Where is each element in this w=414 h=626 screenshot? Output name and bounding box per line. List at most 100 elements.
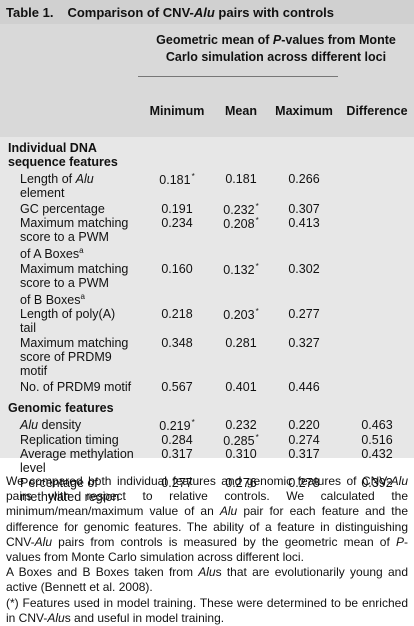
cell-mean-value: 0.132 <box>223 263 255 278</box>
cell-mean-value: 0.203 <box>223 308 255 323</box>
cell-min-value: 0.181 <box>159 173 191 188</box>
row-label-pwm-b-boxes: Maximum matching score to a PWM of B Box… <box>20 262 138 307</box>
cell-mean-value: 0.285 <box>223 434 255 449</box>
table-footer: We compared both individual features and… <box>0 458 414 626</box>
cell-mean: 0.285* <box>209 433 273 448</box>
cell-min-value: 0.219 <box>159 419 191 434</box>
cell-min: 0.160 <box>145 262 209 276</box>
cell-mean-value: 0.232 <box>223 203 255 218</box>
cell-diff: 0.432 <box>345 447 409 461</box>
label-line: level <box>20 461 46 475</box>
section-title-line: Genomic features <box>8 401 114 415</box>
label-line: GC percentage <box>20 202 105 216</box>
cell-min-value: 0.160 <box>161 262 193 276</box>
row-label-replication: Replication timing <box>20 433 138 447</box>
cell-diff: 0.463 <box>345 418 409 432</box>
label-line-text: of A Boxes <box>20 247 80 262</box>
table-body: Individual DNA sequence features Length … <box>0 137 414 504</box>
cell-max: 0.302 <box>272 262 336 276</box>
cell-max-value: 0.277 <box>288 307 320 321</box>
cell-min: 0.348 <box>145 336 209 350</box>
cell-max-value: 0.220 <box>288 418 320 432</box>
cell-max: 0.307 <box>272 202 336 216</box>
col-header-maximum: Maximum <box>275 104 333 118</box>
cell-min-value: 0.277 <box>161 476 193 490</box>
cell-min-value: 0.348 <box>161 336 193 350</box>
cell-min-value: 0.234 <box>161 216 193 230</box>
label-line-text: of B Boxes <box>20 293 81 308</box>
col-header-mean: Mean <box>225 104 257 118</box>
cell-mean-value: 0.310 <box>225 447 257 461</box>
cell-mean-value: 0.181 <box>225 172 257 186</box>
cell-mean: 0.203* <box>209 307 273 322</box>
row-label-gc-percentage: GC percentage <box>20 202 138 216</box>
cell-min: 0.234 <box>145 216 209 230</box>
cell-min: 0.191 <box>145 202 209 216</box>
cell-min-value: 0.284 <box>161 433 193 447</box>
label-line: No. of PRDM9 motif <box>20 380 132 394</box>
row-label-length-alu: Length of Alu element <box>20 172 138 200</box>
row-label-avg-methylation: Average methylation level <box>20 447 138 475</box>
cell-max: 0.274 <box>272 433 336 447</box>
cell-max-value: 0.274 <box>288 433 320 447</box>
label-line: tail <box>20 321 36 335</box>
footer-note-a: A Boxes and B Boxes taken from Alus that… <box>6 565 408 595</box>
cell-diff-value: 0.432 <box>361 447 393 461</box>
label-line: Length of poly(A) <box>20 307 116 321</box>
header-main-line: Geometric mean of P-values from Monte <box>156 33 396 47</box>
table-title: Comparison of CNV-Alu pairs with control… <box>67 4 334 20</box>
table-label: Table 1. <box>6 4 54 20</box>
cell-mean: 0.310 <box>209 447 273 461</box>
cell-min-value: 0.567 <box>161 380 193 394</box>
row-label-prdm9-count: No. of PRDM9 motif <box>20 380 138 394</box>
star-mark: * <box>255 262 259 271</box>
cell-mean: 0.181 <box>209 172 273 186</box>
cell-diff-value: 0.516 <box>361 433 393 447</box>
star-mark: * <box>191 418 195 427</box>
star-mark: * <box>191 172 195 181</box>
cell-max: 0.446 <box>272 380 336 394</box>
cell-max-value: 0.446 <box>288 380 320 394</box>
cell-mean-value: 0.401 <box>225 380 257 394</box>
cell-mean: 0.232* <box>209 202 273 217</box>
label-line: score of PRDM9 <box>20 350 112 364</box>
label-line: score to a PWM <box>20 276 109 290</box>
cell-max-value: 0.266 <box>288 172 320 186</box>
cell-mean: 0.276 <box>209 476 273 490</box>
label-line: Maximum matching <box>20 216 129 230</box>
cell-max: 0.220 <box>272 418 336 432</box>
label-line: element <box>20 186 65 200</box>
label-line: Average methylation <box>20 447 134 461</box>
col-header-minimum: Minimum <box>149 104 205 118</box>
cell-max: 0.413 <box>272 216 336 230</box>
footnote-marker: a <box>80 292 85 301</box>
cell-diff: 0.516 <box>345 433 409 447</box>
section-title-line: sequence features <box>8 155 118 169</box>
col-header-difference: Difference <box>346 104 408 118</box>
cell-min-value: 0.191 <box>161 202 193 216</box>
table-title-bar: Table 1. Comparison of CNV-Alu pairs wit… <box>0 0 414 24</box>
cell-diff: 0.392 <box>345 476 409 490</box>
header-rule <box>138 76 338 77</box>
label-line: Length of Alu <box>20 172 94 186</box>
label-line: motif <box>20 364 48 378</box>
cell-max: 0.277 <box>272 307 336 321</box>
row-label-prdm9-score: Maximum matching score of PRDM9 motif <box>20 336 138 378</box>
table-header: Geometric mean of P-values from Monte Ca… <box>0 24 414 137</box>
cell-min: 0.284 <box>145 433 209 447</box>
cell-mean: 0.232 <box>209 418 273 432</box>
cell-max-value: 0.317 <box>288 447 320 461</box>
cell-min: 0.277 <box>145 476 209 490</box>
cell-min: 0.218 <box>145 307 209 321</box>
star-mark: * <box>255 433 259 442</box>
cell-min-value: 0.218 <box>161 307 193 321</box>
cell-max: 0.266 <box>272 172 336 186</box>
row-label-poly-a: Length of poly(A) tail <box>20 307 138 335</box>
label-line: of A Boxesa <box>20 244 138 261</box>
cell-min: 0.317 <box>145 447 209 461</box>
cell-min-value: 0.317 <box>161 447 193 461</box>
header-main: Geometric mean of P-values from Monte Ca… <box>138 32 414 66</box>
cell-mean-value: 0.208 <box>223 217 255 232</box>
cell-diff-value: 0.392 <box>361 476 393 490</box>
label-line: Maximum matching <box>20 336 129 350</box>
